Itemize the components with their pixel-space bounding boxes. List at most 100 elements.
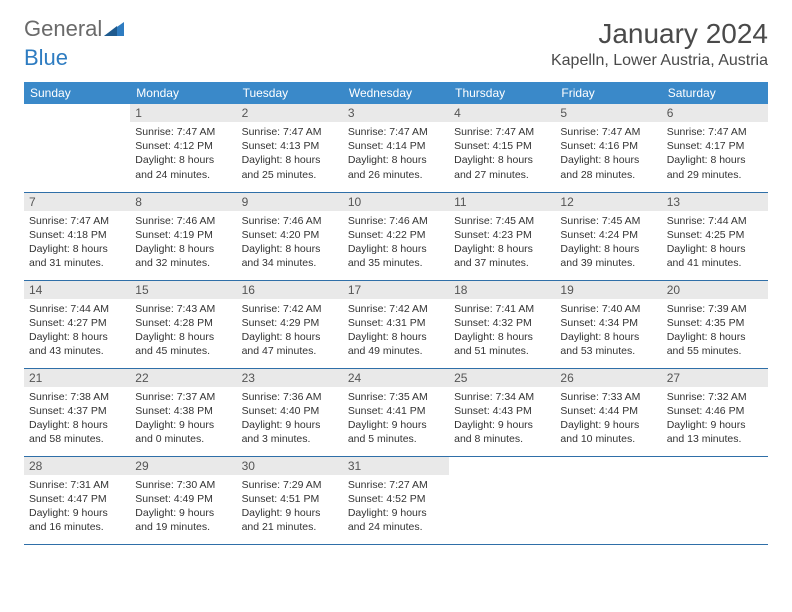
daylight-text-1: Daylight: 8 hours xyxy=(454,153,550,167)
daylight-text-2: and 55 minutes. xyxy=(667,344,763,358)
day-details: Sunrise: 7:47 AMSunset: 4:14 PMDaylight:… xyxy=(343,122,449,187)
day-cell: 19Sunrise: 7:40 AMSunset: 4:34 PMDayligh… xyxy=(555,280,661,368)
day-number: 16 xyxy=(237,281,343,299)
day-cell: 1Sunrise: 7:47 AMSunset: 4:12 PMDaylight… xyxy=(130,104,236,192)
sunset-text: Sunset: 4:31 PM xyxy=(348,316,444,330)
calendar-week-row: 14Sunrise: 7:44 AMSunset: 4:27 PMDayligh… xyxy=(24,280,768,368)
daylight-text-2: and 53 minutes. xyxy=(560,344,656,358)
day-number: 3 xyxy=(343,104,449,122)
day-details: Sunrise: 7:46 AMSunset: 4:19 PMDaylight:… xyxy=(130,211,236,276)
daylight-text-1: Daylight: 8 hours xyxy=(135,330,231,344)
day-details: Sunrise: 7:46 AMSunset: 4:22 PMDaylight:… xyxy=(343,211,449,276)
day-cell: 21Sunrise: 7:38 AMSunset: 4:37 PMDayligh… xyxy=(24,368,130,456)
sunrise-text: Sunrise: 7:47 AM xyxy=(135,125,231,139)
daylight-text-2: and 13 minutes. xyxy=(667,432,763,446)
day-number: 21 xyxy=(24,369,130,387)
sunset-text: Sunset: 4:35 PM xyxy=(667,316,763,330)
daylight-text-2: and 10 minutes. xyxy=(560,432,656,446)
day-number: 2 xyxy=(237,104,343,122)
daylight-text-2: and 29 minutes. xyxy=(667,168,763,182)
sunset-text: Sunset: 4:23 PM xyxy=(454,228,550,242)
sunrise-text: Sunrise: 7:46 AM xyxy=(135,214,231,228)
sunset-text: Sunset: 4:40 PM xyxy=(242,404,338,418)
sunrise-text: Sunrise: 7:35 AM xyxy=(348,390,444,404)
day-details: Sunrise: 7:45 AMSunset: 4:24 PMDaylight:… xyxy=(555,211,661,276)
sunrise-text: Sunrise: 7:47 AM xyxy=(348,125,444,139)
daylight-text-1: Daylight: 8 hours xyxy=(560,242,656,256)
day-details: Sunrise: 7:30 AMSunset: 4:49 PMDaylight:… xyxy=(130,475,236,540)
daylight-text-1: Daylight: 8 hours xyxy=(348,153,444,167)
daylight-text-1: Daylight: 8 hours xyxy=(242,242,338,256)
sunset-text: Sunset: 4:22 PM xyxy=(348,228,444,242)
day-number: 15 xyxy=(130,281,236,299)
day-cell: 24Sunrise: 7:35 AMSunset: 4:41 PMDayligh… xyxy=(343,368,449,456)
day-cell: 30Sunrise: 7:29 AMSunset: 4:51 PMDayligh… xyxy=(237,456,343,544)
daylight-text-2: and 25 minutes. xyxy=(242,168,338,182)
sunset-text: Sunset: 4:24 PM xyxy=(560,228,656,242)
sunset-text: Sunset: 4:51 PM xyxy=(242,492,338,506)
logo-triangle-icon xyxy=(104,22,124,41)
daylight-text-2: and 8 minutes. xyxy=(454,432,550,446)
day-cell: 7Sunrise: 7:47 AMSunset: 4:18 PMDaylight… xyxy=(24,192,130,280)
day-header-thu: Thursday xyxy=(449,82,555,104)
daylight-text-2: and 21 minutes. xyxy=(242,520,338,534)
day-details: Sunrise: 7:31 AMSunset: 4:47 PMDaylight:… xyxy=(24,475,130,540)
sunset-text: Sunset: 4:41 PM xyxy=(348,404,444,418)
day-details: Sunrise: 7:47 AMSunset: 4:12 PMDaylight:… xyxy=(130,122,236,187)
day-cell: 28Sunrise: 7:31 AMSunset: 4:47 PMDayligh… xyxy=(24,456,130,544)
daylight-text-2: and 45 minutes. xyxy=(135,344,231,358)
sunset-text: Sunset: 4:29 PM xyxy=(242,316,338,330)
day-number: 5 xyxy=(555,104,661,122)
day-details: Sunrise: 7:42 AMSunset: 4:29 PMDaylight:… xyxy=(237,299,343,364)
empty-day-cell xyxy=(24,104,130,192)
day-header-tue: Tuesday xyxy=(237,82,343,104)
day-cell: 25Sunrise: 7:34 AMSunset: 4:43 PMDayligh… xyxy=(449,368,555,456)
sunset-text: Sunset: 4:25 PM xyxy=(667,228,763,242)
daylight-text-2: and 3 minutes. xyxy=(242,432,338,446)
daylight-text-1: Daylight: 8 hours xyxy=(242,153,338,167)
daylight-text-1: Daylight: 9 hours xyxy=(242,418,338,432)
day-number: 28 xyxy=(24,457,130,475)
day-details: Sunrise: 7:37 AMSunset: 4:38 PMDaylight:… xyxy=(130,387,236,452)
day-cell: 3Sunrise: 7:47 AMSunset: 4:14 PMDaylight… xyxy=(343,104,449,192)
day-number: 13 xyxy=(662,193,768,211)
sunrise-text: Sunrise: 7:46 AM xyxy=(348,214,444,228)
sunrise-text: Sunrise: 7:43 AM xyxy=(135,302,231,316)
sunrise-text: Sunrise: 7:45 AM xyxy=(560,214,656,228)
sunrise-text: Sunrise: 7:47 AM xyxy=(667,125,763,139)
day-number: 31 xyxy=(343,457,449,475)
day-header-mon: Monday xyxy=(130,82,236,104)
daylight-text-2: and 41 minutes. xyxy=(667,256,763,270)
day-number: 8 xyxy=(130,193,236,211)
sunrise-text: Sunrise: 7:29 AM xyxy=(242,478,338,492)
day-number: 7 xyxy=(24,193,130,211)
day-header-fri: Friday xyxy=(555,82,661,104)
day-number: 6 xyxy=(662,104,768,122)
title-block: January 2024 Kapelln, Lower Austria, Aus… xyxy=(551,18,768,70)
logo-text-part2: Blue xyxy=(24,45,68,70)
daylight-text-2: and 24 minutes. xyxy=(135,168,231,182)
sunrise-text: Sunrise: 7:42 AM xyxy=(348,302,444,316)
sunrise-text: Sunrise: 7:27 AM xyxy=(348,478,444,492)
daylight-text-1: Daylight: 8 hours xyxy=(135,242,231,256)
daylight-text-1: Daylight: 9 hours xyxy=(135,418,231,432)
sunrise-text: Sunrise: 7:32 AM xyxy=(667,390,763,404)
day-number: 11 xyxy=(449,193,555,211)
sunset-text: Sunset: 4:49 PM xyxy=(135,492,231,506)
day-number: 22 xyxy=(130,369,236,387)
daylight-text-1: Daylight: 9 hours xyxy=(348,418,444,432)
sunrise-text: Sunrise: 7:30 AM xyxy=(135,478,231,492)
day-header-wed: Wednesday xyxy=(343,82,449,104)
sunset-text: Sunset: 4:17 PM xyxy=(667,139,763,153)
sunset-text: Sunset: 4:16 PM xyxy=(560,139,656,153)
calendar-week-row: 21Sunrise: 7:38 AMSunset: 4:37 PMDayligh… xyxy=(24,368,768,456)
day-number: 20 xyxy=(662,281,768,299)
sunset-text: Sunset: 4:38 PM xyxy=(135,404,231,418)
sunrise-text: Sunrise: 7:38 AM xyxy=(29,390,125,404)
sunset-text: Sunset: 4:52 PM xyxy=(348,492,444,506)
day-number: 1 xyxy=(130,104,236,122)
logo: General Blue xyxy=(24,18,124,70)
daylight-text-2: and 26 minutes. xyxy=(348,168,444,182)
daylight-text-2: and 24 minutes. xyxy=(348,520,444,534)
calendar-page: General Blue January 2024 Kapelln, Lower… xyxy=(0,0,792,563)
